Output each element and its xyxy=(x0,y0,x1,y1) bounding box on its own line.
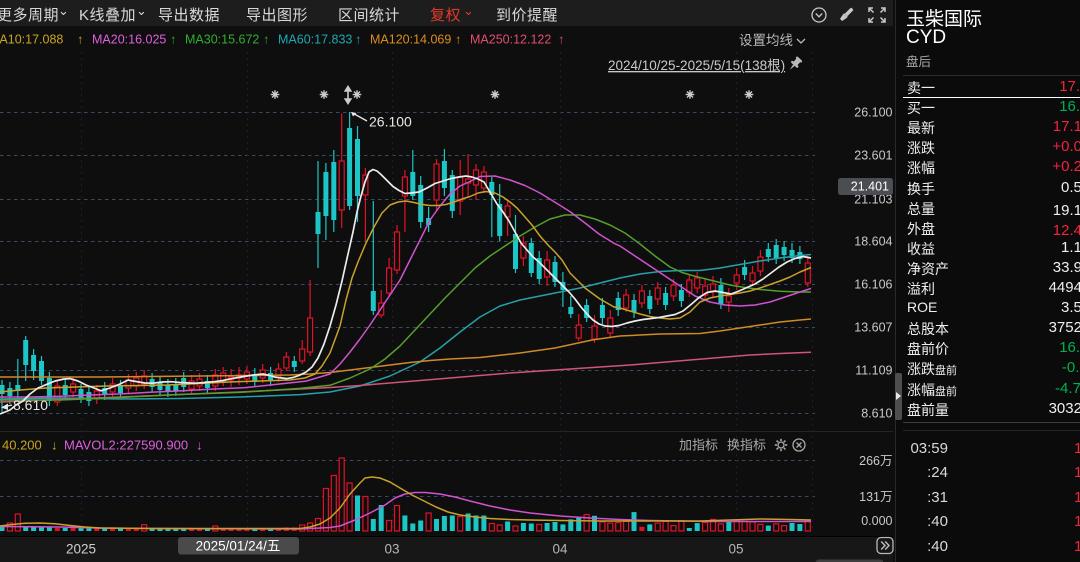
svg-text:↑: ↑ xyxy=(77,33,83,47)
svg-text:2025: 2025 xyxy=(66,542,96,557)
svg-text:换指标: 换指标 xyxy=(727,438,766,453)
svg-text:23.601: 23.601 xyxy=(854,149,892,163)
svg-text:↑: ↑ xyxy=(355,33,361,47)
svg-text:40.200: 40.200 xyxy=(2,438,42,453)
svg-text:26.100: 26.100 xyxy=(854,106,892,120)
svg-text:2024/10/25-2025/5/15(138根): 2024/10/25-2025/5/15(138根) xyxy=(608,58,785,73)
svg-text:8.610: 8.610 xyxy=(13,397,48,413)
svg-text:03: 03 xyxy=(384,542,399,557)
svg-text:8.610: 8.610 xyxy=(861,407,892,421)
svg-text:↑: ↑ xyxy=(455,33,461,47)
svg-text:MA20:16.025: MA20:16.025 xyxy=(92,33,166,47)
svg-text:↑: ↑ xyxy=(558,33,564,47)
svg-text:↑: ↑ xyxy=(170,33,176,47)
svg-text:13.607: 13.607 xyxy=(854,321,892,335)
svg-text:21.103: 21.103 xyxy=(854,193,892,207)
svg-text:16.106: 16.106 xyxy=(854,278,892,292)
svg-text:MA30:15.672: MA30:15.672 xyxy=(185,33,259,47)
svg-text:MA60:17.833: MA60:17.833 xyxy=(278,33,352,47)
svg-text:MA10:17.088: MA10:17.088 xyxy=(0,33,63,47)
svg-text:266万: 266万 xyxy=(859,454,892,468)
svg-text:131万: 131万 xyxy=(859,490,892,504)
svg-text:↓: ↓ xyxy=(196,438,203,453)
svg-text:04: 04 xyxy=(552,542,568,557)
svg-text:设置均线: 设置均线 xyxy=(739,33,793,48)
svg-text:0.000: 0.000 xyxy=(861,514,892,528)
svg-text:05: 05 xyxy=(728,542,743,557)
svg-text:MA250:12.122: MA250:12.122 xyxy=(470,33,551,47)
svg-text:21.401: 21.401 xyxy=(851,180,889,194)
svg-text:2025/01/24/五: 2025/01/24/五 xyxy=(196,539,281,554)
svg-text:↑: ↑ xyxy=(263,33,269,47)
svg-text:↓: ↓ xyxy=(51,438,58,453)
svg-text:MAVOL2:227590.900: MAVOL2:227590.900 xyxy=(64,438,188,453)
svg-text:加指标: 加指标 xyxy=(679,438,718,453)
svg-text:MA120:14.069: MA120:14.069 xyxy=(370,33,451,47)
svg-text:26.100: 26.100 xyxy=(369,114,412,130)
svg-text:11.109: 11.109 xyxy=(855,364,892,378)
svg-text:18.604: 18.604 xyxy=(854,235,892,249)
